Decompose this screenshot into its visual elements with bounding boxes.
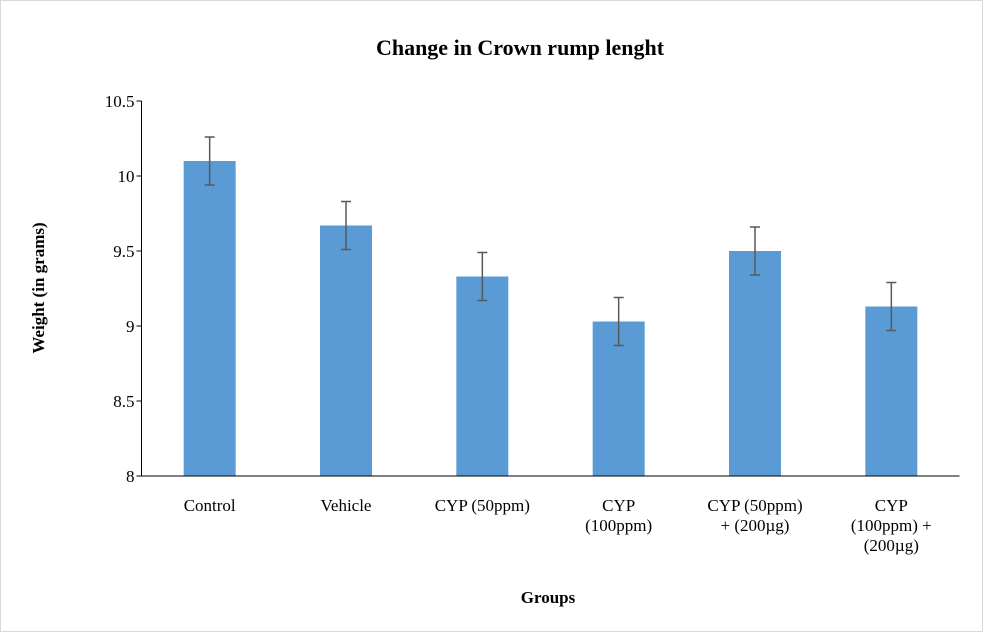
- y-tick-label: 9: [126, 317, 135, 336]
- bar: [320, 225, 372, 476]
- x-tick-label: Control: [184, 496, 236, 515]
- y-tick-label: 8.5: [113, 392, 134, 411]
- y-axis-label: Weight (in grams): [29, 222, 48, 353]
- x-tick-label: CYP (100ppm): [585, 496, 652, 535]
- bar: [592, 321, 645, 476]
- chart-title: Change in Crown rump lenght: [376, 35, 665, 60]
- x-tick-label: CYP (100ppm) + (200µg): [851, 496, 932, 555]
- x-tick-label: CYP (50ppm): [435, 496, 530, 515]
- y-tick-label: 10: [118, 167, 135, 186]
- y-tick-label: 10.5: [105, 92, 135, 111]
- bar: [865, 306, 918, 476]
- x-tick-label: Vehicle: [321, 496, 372, 515]
- bar: [729, 251, 781, 476]
- y-tick-label: 9.5: [113, 242, 134, 261]
- x-tick-label: CYP (50ppm) + (200µg): [707, 496, 802, 535]
- bar: [183, 161, 236, 476]
- y-tick-label: 8: [126, 467, 135, 486]
- bar: [456, 276, 509, 476]
- x-axis-label: Groups: [521, 588, 576, 607]
